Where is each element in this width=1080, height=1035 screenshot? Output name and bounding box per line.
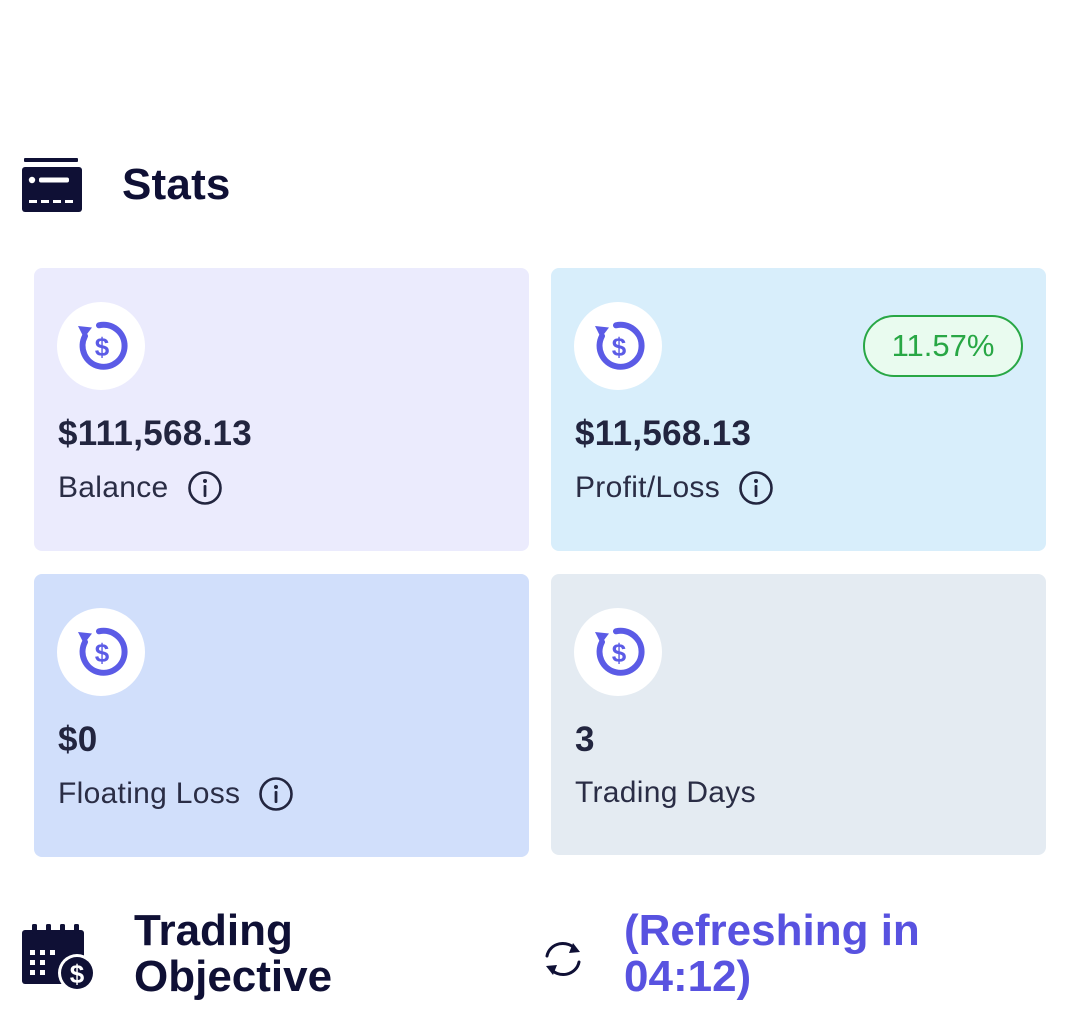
balance-label: Balance bbox=[58, 471, 169, 504]
floating-loss-label-row: Floating Loss bbox=[58, 776, 294, 812]
info-icon[interactable] bbox=[258, 776, 294, 812]
svg-text:$: $ bbox=[612, 638, 627, 668]
trading-days-label: Trading Days bbox=[575, 776, 756, 809]
trading-days-label-row: Trading Days bbox=[575, 776, 756, 810]
svg-text:$: $ bbox=[95, 332, 110, 362]
profit-loss-value: $11,568.13 bbox=[575, 414, 752, 453]
icon-circle: $ bbox=[574, 302, 662, 390]
refresh-icon[interactable] bbox=[540, 938, 586, 980]
floating-loss-label: Floating Loss bbox=[58, 777, 241, 810]
profit-loss-label: Profit/Loss bbox=[575, 471, 721, 504]
icon-circle: $ bbox=[57, 608, 145, 696]
balance-label-row: Balance bbox=[58, 470, 223, 506]
icon-circle: $ bbox=[57, 302, 145, 390]
info-icon[interactable] bbox=[738, 470, 774, 506]
stats-header: Stats bbox=[22, 158, 231, 212]
balance-value: $111,568.13 bbox=[58, 414, 253, 453]
icon-circle: $ bbox=[574, 608, 662, 696]
dollar-refresh-icon: $ bbox=[78, 321, 128, 370]
dollar-refresh-icon: $ bbox=[78, 627, 128, 676]
profit-percentage-badge: 11.57% bbox=[863, 315, 1023, 377]
calendar-dollar-icon: $ bbox=[22, 924, 96, 992]
profit-loss-label-row: Profit/Loss bbox=[575, 470, 774, 506]
stat-card-balance: $ $111,568.13 Balance bbox=[34, 268, 529, 551]
floating-loss-value: $0 bbox=[58, 720, 98, 759]
dollar-refresh-icon: $ bbox=[595, 627, 645, 676]
section-title-stats: Stats bbox=[122, 160, 231, 209]
refresh-countdown: (Refreshing in 04:12) bbox=[624, 906, 920, 1001]
stat-card-profit-loss: $ 11.57% $11,568.13 Profit/Loss bbox=[551, 268, 1046, 551]
info-icon[interactable] bbox=[187, 470, 223, 506]
trading-days-value: 3 bbox=[575, 720, 595, 759]
section-title-trading-objective: Trading Objective bbox=[134, 906, 333, 1001]
stats-card-icon bbox=[22, 158, 82, 212]
svg-text:$: $ bbox=[95, 638, 110, 668]
svg-text:$: $ bbox=[612, 332, 627, 362]
dollar-refresh-icon: $ bbox=[595, 321, 645, 370]
stat-card-trading-days: $ 3 Trading Days bbox=[551, 574, 1046, 855]
svg-text:$: $ bbox=[70, 959, 85, 989]
stat-card-floating-loss: $ $0 Floating Loss bbox=[34, 574, 529, 857]
